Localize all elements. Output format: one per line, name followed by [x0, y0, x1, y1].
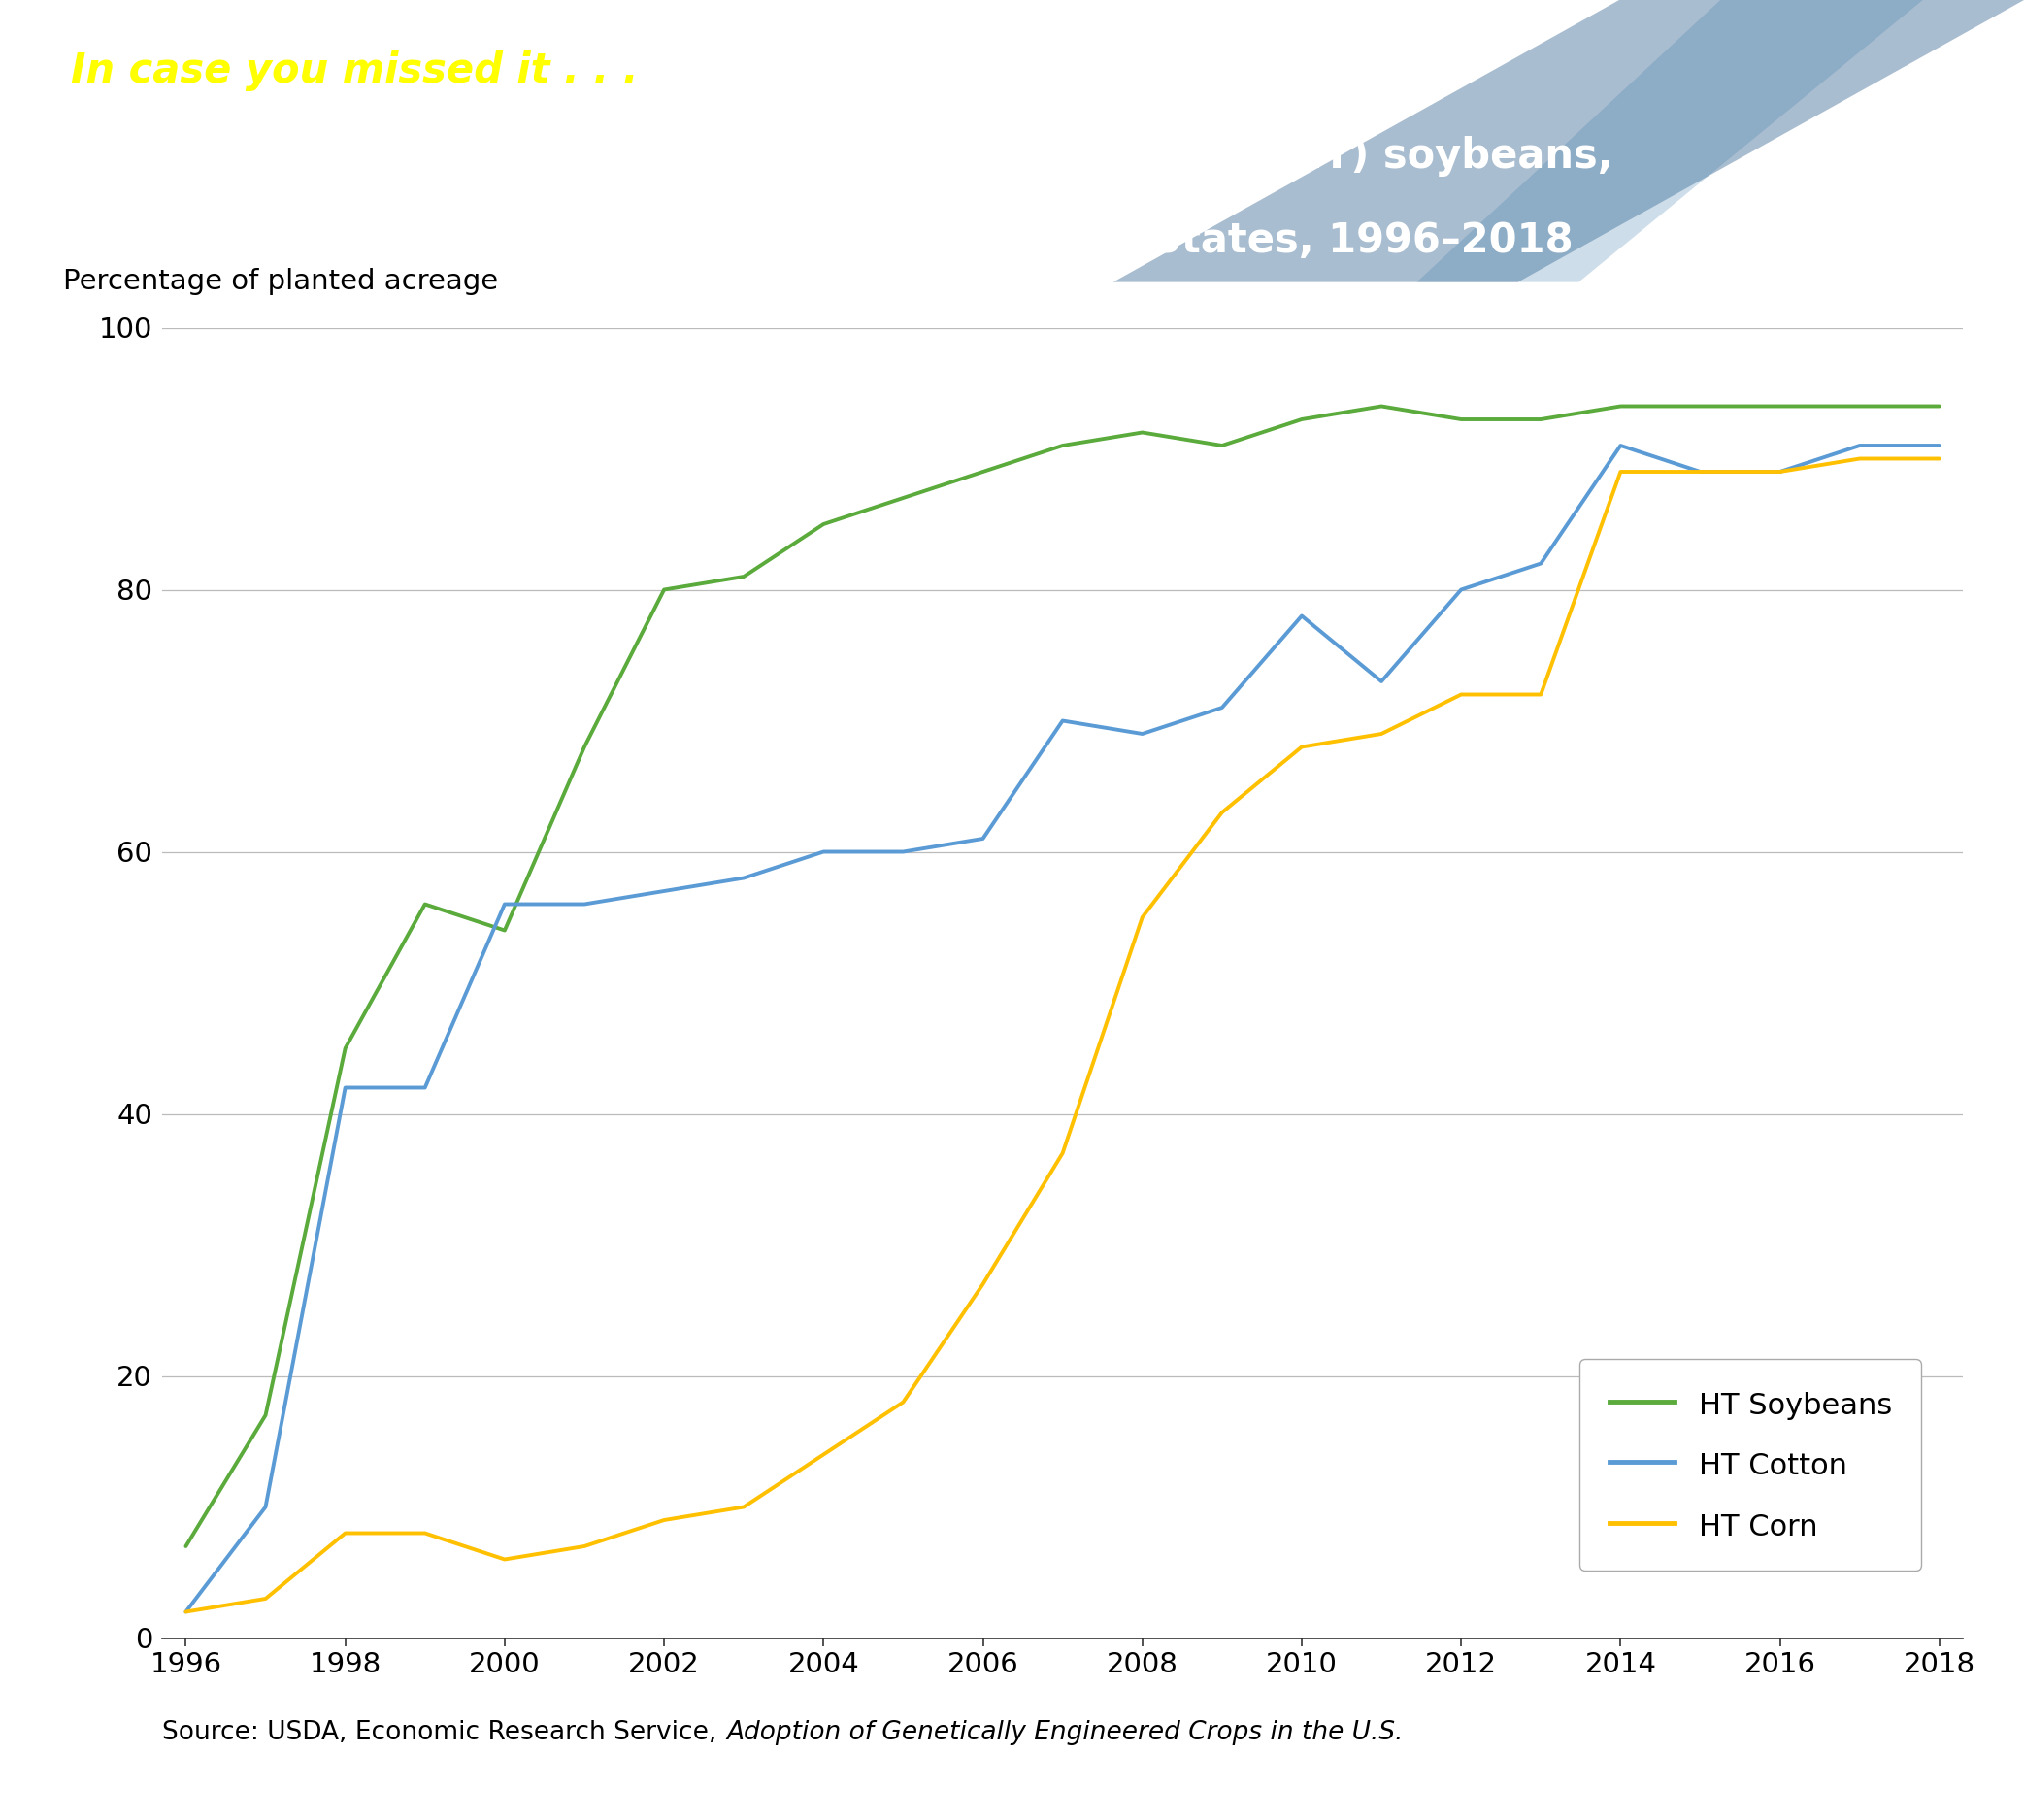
HT Corn	[1050, 1143, 1075, 1165]
Line: HT Corn: HT Corn	[186, 459, 1939, 1613]
HT Corn	[1449, 684, 1473, 706]
HT Cotton	[652, 881, 676, 903]
HT Cotton	[413, 1077, 437, 1099]
HT Corn	[492, 1549, 516, 1571]
HT Corn	[174, 1602, 198, 1623]
HT Cotton	[1767, 460, 1791, 482]
HT Cotton	[1609, 435, 1633, 457]
HT Corn	[972, 1274, 996, 1296]
HT Soybeans	[1848, 395, 1872, 417]
HT Cotton	[1927, 435, 1951, 457]
HT Cotton	[812, 841, 836, 863]
HT Corn	[652, 1509, 676, 1531]
HT Corn	[891, 1390, 915, 1412]
HT Soybeans	[1050, 435, 1075, 457]
HT Soybeans	[731, 566, 755, 588]
HT Soybeans	[812, 513, 836, 535]
HT Cotton	[1210, 697, 1235, 719]
HT Soybeans	[334, 1037, 358, 1059]
Text: cotton, and corn in the United States, 1996–2018: cotton, and corn in the United States, 1…	[451, 220, 1573, 260]
HT Soybeans	[972, 460, 996, 482]
HT Soybeans	[1370, 395, 1395, 417]
Polygon shape	[1417, 0, 1923, 282]
HT Cotton	[1528, 553, 1552, 575]
HT Soybeans	[1289, 408, 1314, 430]
HT Soybeans	[492, 919, 516, 941]
Line: HT Cotton: HT Cotton	[186, 446, 1939, 1613]
HT Cotton	[891, 841, 915, 863]
HT Cotton	[972, 828, 996, 850]
HT Soybeans	[174, 1536, 198, 1558]
HT Soybeans	[891, 488, 915, 510]
HT Cotton	[1848, 435, 1872, 457]
HT Soybeans	[652, 579, 676, 601]
HT Soybeans	[413, 894, 437, 915]
HT Corn	[1767, 460, 1791, 482]
HT Cotton	[1129, 723, 1154, 744]
HT Soybeans	[1528, 408, 1552, 430]
HT Corn	[253, 1587, 277, 1609]
HT Soybeans	[1927, 395, 1951, 417]
Text: In case you missed it . . .: In case you missed it . . .	[71, 51, 638, 91]
HT Soybeans	[1688, 395, 1712, 417]
HT Cotton	[1370, 670, 1395, 692]
Legend: HT Soybeans, HT Cotton, HT Corn: HT Soybeans, HT Cotton, HT Corn	[1579, 1360, 1921, 1571]
HT Cotton	[334, 1077, 358, 1099]
HT Cotton	[731, 866, 755, 888]
HT Soybeans	[573, 735, 597, 757]
HT Soybeans	[1609, 395, 1633, 417]
HT Cotton	[1289, 604, 1314, 626]
HT Cotton	[573, 894, 597, 915]
Polygon shape	[1113, 0, 2024, 282]
HT Cotton	[1688, 460, 1712, 482]
HT Soybeans	[1449, 408, 1473, 430]
HT Corn	[731, 1496, 755, 1518]
HT Soybeans	[1767, 395, 1791, 417]
Line: HT Soybeans: HT Soybeans	[186, 406, 1939, 1547]
HT Cotton	[253, 1496, 277, 1518]
HT Corn	[1129, 906, 1154, 928]
Text: Percentage of planted acreage: Percentage of planted acreage	[63, 268, 498, 295]
HT Cotton	[492, 894, 516, 915]
HT Cotton	[1050, 710, 1075, 732]
HT Soybeans	[253, 1405, 277, 1427]
Text: Source: USDA, Economic Research Service,: Source: USDA, Economic Research Service,	[162, 1720, 725, 1745]
HT Corn	[573, 1536, 597, 1558]
HT Corn	[1927, 448, 1951, 470]
HT Corn	[413, 1522, 437, 1543]
HT Corn	[1688, 460, 1712, 482]
HT Cotton	[174, 1602, 198, 1623]
HT Corn	[1848, 448, 1872, 470]
Text: Adoption rates for herbicide-tolerant (HT) soybeans,: Adoption rates for herbicide-tolerant (H…	[411, 135, 1613, 177]
HT Cotton	[1449, 579, 1473, 601]
HT Corn	[1210, 801, 1235, 823]
HT Corn	[334, 1522, 358, 1543]
HT Corn	[812, 1443, 836, 1465]
Text: Adoption of Genetically Engineered Crops in the U.S.: Adoption of Genetically Engineered Crops…	[727, 1720, 1403, 1745]
HT Corn	[1609, 460, 1633, 482]
HT Corn	[1289, 735, 1314, 757]
HT Corn	[1370, 723, 1395, 744]
HT Soybeans	[1129, 422, 1154, 444]
HT Corn	[1528, 684, 1552, 706]
HT Soybeans	[1210, 435, 1235, 457]
